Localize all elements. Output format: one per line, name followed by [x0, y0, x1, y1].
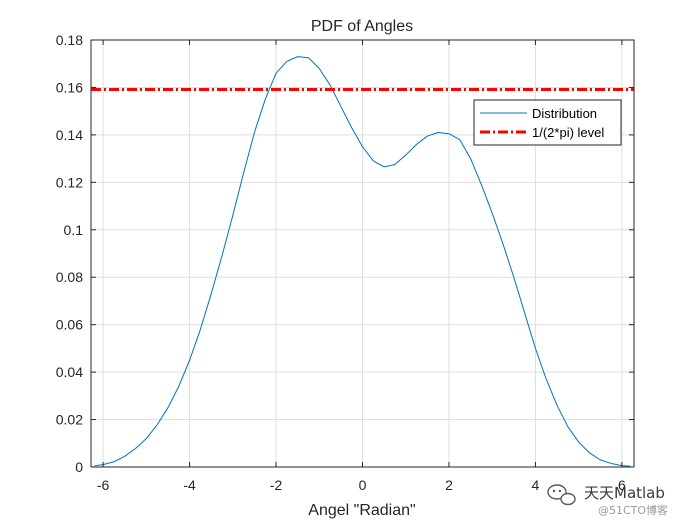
x-tick-label: -6 — [97, 477, 110, 493]
y-tick-label: 0.18 — [56, 32, 83, 48]
series-layer — [91, 56, 634, 467]
wechat-icon — [547, 484, 576, 506]
x-tick-label: 6 — [618, 477, 626, 493]
x-tick-label: 2 — [445, 477, 453, 493]
chart-title: PDF of Angles — [311, 18, 413, 35]
y-tick-label: 0.1 — [64, 222, 84, 238]
x-tick-label: -4 — [183, 477, 196, 493]
y-tick-label: 0.16 — [56, 79, 83, 95]
x-tick-label: 0 — [359, 477, 367, 493]
y-tick-label: 0.14 — [56, 127, 83, 143]
legend-box — [473, 99, 622, 146]
y-tick-label: 0.02 — [56, 412, 83, 428]
watermark-main-text: 天天Matlab — [584, 484, 665, 502]
x-tick-label: 4 — [532, 477, 540, 493]
y-tick-label: 0 — [75, 459, 83, 475]
y-tick-label: 0.08 — [56, 269, 83, 285]
y-tick-labels: 0 0.02 0.04 0.06 0.08 0.1 0.12 0.14 0.16 0.18 — [56, 32, 83, 475]
x-axis-label: Angel "Radian" — [308, 502, 415, 519]
y-tick-label: 0.06 — [56, 317, 83, 333]
legend: Distribution 1/(2*pi) level — [473, 99, 622, 146]
x-tick-labels: -6 -4 -2 0 2 4 6 — [97, 477, 626, 493]
ticks — [91, 39, 634, 468]
y-tick-label: 0.12 — [56, 174, 83, 190]
series-line-distribution — [94, 56, 631, 467]
watermark-sub-text: @51CTO博客 — [598, 503, 668, 517]
legend-label-distribution: Distribution — [532, 106, 597, 121]
x-tick-label: -2 — [270, 477, 283, 493]
legend-label-level: 1/(2*pi) level — [532, 125, 604, 140]
y-tick-label: 0.04 — [56, 364, 83, 380]
watermark: 天天Matlab @51CTO博客 — [547, 484, 668, 517]
